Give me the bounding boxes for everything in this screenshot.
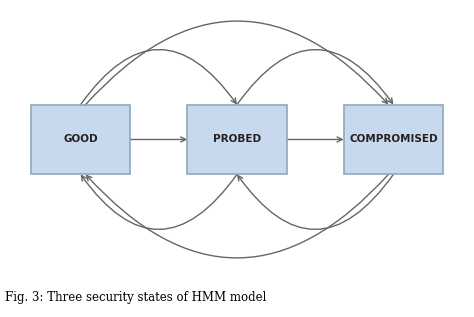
Text: PROBED: PROBED xyxy=(213,134,261,145)
FancyBboxPatch shape xyxy=(344,105,443,174)
Text: COMPROMISED: COMPROMISED xyxy=(349,134,438,145)
Text: GOOD: GOOD xyxy=(63,134,98,145)
FancyBboxPatch shape xyxy=(31,105,130,174)
Text: Fig. 3: Three security states of HMM model: Fig. 3: Three security states of HMM mod… xyxy=(5,291,266,304)
FancyBboxPatch shape xyxy=(187,105,287,174)
